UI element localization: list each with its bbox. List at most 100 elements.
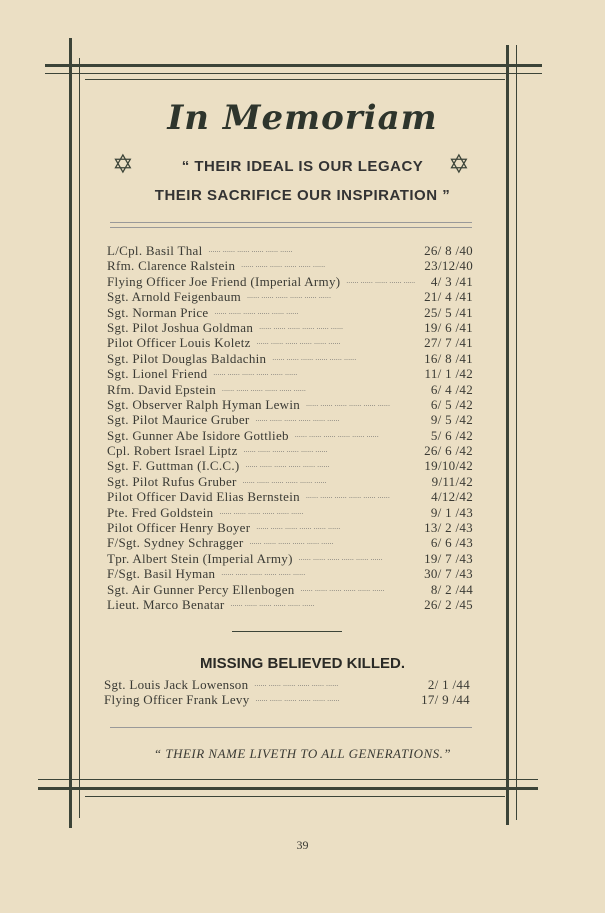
list-item: Sgt. Pilot Joshua Goldman ...... ...... .… [107,320,473,335]
frame-line [69,38,72,828]
motto-line-2: THEIR SACRIFICE OUR INSPIRATION ” [154,187,451,204]
casualty-name: Lieut. Marco Benatar [107,596,225,612]
casualty-date: 19/ 6 /41 [424,319,473,335]
casualty-name: Sgt. F. Guttman (I.C.C.) [107,458,240,474]
casualty-date: 8/ 2 /44 [430,581,473,597]
frame-line [45,64,542,67]
casualty-date: 27/ 7 /41 [424,335,473,351]
motto-line-1: “ THEIR IDEAL IS OUR LEGACY [181,158,424,175]
casualty-date: 13/ 2 /43 [424,520,473,536]
casualty-date: 19/10/42 [424,458,473,474]
casualty-date: 11/ 1 /42 [424,366,473,382]
leader-dots: ...... ...... ...... ...... ...... .....… [300,584,385,593]
casualty-date: 16/ 8 /41 [424,350,473,366]
fallen-list: L/Cpl. Basil Thal ...... ...... ...... ..… [107,243,473,612]
casualty-date: 6/ 4 /42 [430,381,473,397]
leader-dots: ...... ...... ...... ...... ...... .....… [298,553,383,562]
frame-line [506,45,509,825]
casualty-name: Sgt. Pilot Rufus Gruber [107,473,237,489]
casualty-name: F/Sgt. Basil Hyman [107,566,216,582]
casualty-date: 6/ 5 /42 [430,396,473,412]
list-item: Flying Officer Joe Friend (Imperial Army… [107,274,473,289]
casualty-date: 23/12/40 [424,258,473,274]
casualty-date: 26/ 8 /40 [424,243,473,258]
divider [110,727,472,728]
list-item: Pte. Fred Goldstein ...... ...... ...... … [107,505,473,520]
casualty-name: Sgt. Pilot Joshua Goldman [107,319,254,335]
list-item: Sgt. Gunner Abe Isidore Gottlieb ...... .… [107,428,473,443]
frame-line [516,45,517,820]
leader-dots: ...... ...... ...... ...... ...... .....… [249,538,334,547]
casualty-name: Sgt. Pilot Maurice Gruber [107,412,250,428]
divider [232,631,342,632]
frame-line [38,787,538,790]
list-item: Sgt. Pilot Maurice Gruber ...... ...... .… [107,412,473,427]
star-of-david-icon: ✡ [448,150,470,179]
leader-dots: ...... ...... ...... ...... ...... .....… [305,492,391,501]
casualty-name: Rfm. Clarence Ralstein [107,258,236,274]
list-item: Sgt. F. Guttman (I.C.C.) ...... ...... ..… [107,458,473,473]
leader-dots: ...... ...... ...... ...... ...... .....… [294,430,379,439]
leader-dots: ...... ...... ...... ...... ...... .....… [214,307,299,316]
casualty-name: Pilot Officer Henry Boyer [107,520,251,536]
casualty-date: 4/ 3 /41 [430,273,473,289]
list-item: Sgt. Observer Ralph Hyman Lewin ...... ..… [107,397,473,412]
leader-dots: ...... ...... ...... ...... ...... .....… [346,276,415,285]
casualty-name: Sgt. Observer Ralph Hyman Lewin [107,396,301,412]
casualty-name: Sgt. Arnold Feigenbaum [107,289,242,305]
casualty-name: L/Cpl. Basil Thal [107,243,203,258]
divider [110,222,472,223]
leader-dots: ...... ...... ...... ...... ...... .....… [219,507,304,516]
frame-line [79,58,80,818]
frame-line [85,79,505,80]
missing-list: Sgt. Louis Jack Lowenson ...... ...... ..… [104,677,470,708]
casualty-date: 30/ 7 /43 [424,566,473,582]
divider [110,227,472,228]
list-item: Sgt. Pilot Rufus Gruber ...... ...... ...… [107,474,473,489]
leader-dots: ...... ...... ...... ...... ...... .....… [230,599,315,608]
list-item: Pilot Officer Henry Boyer ...... ...... .… [107,520,473,535]
casualty-name: Sgt. Gunner Abe Isidore Gottlieb [107,427,289,443]
casualty-name: Pte. Fred Goldstein [107,504,214,520]
page-title: In Memoriam [167,98,438,138]
list-item: L/Cpl. Basil Thal ...... ...... ...... ..… [107,243,473,258]
casualty-name: Sgt. Norman Price [107,304,209,320]
list-item: Rfm. David Epstein ...... ...... ...... .… [107,382,473,397]
list-item: Lieut. Marco Benatar ...... ...... ......… [107,597,473,612]
leader-dots: ...... ...... ...... ...... ...... .....… [255,695,340,704]
leader-dots: ...... ...... ...... ...... ...... .....… [221,569,306,578]
leader-dots: ...... ...... ...... ...... ...... .....… [256,523,341,532]
star-of-david-icon: ✡ [112,150,134,179]
casualty-name: Pilot Officer Louis Koletz [107,335,251,351]
list-item: F/Sgt. Basil Hyman ...... ...... ...... .… [107,566,473,581]
casualty-name: Pilot Officer David Elias Bernstein [107,489,300,505]
list-item: Sgt. Lionel Friend ...... ...... ...... .… [107,366,473,381]
casualty-name: Cpl. Robert Israel Liptz [107,443,238,459]
leader-dots: ...... ...... ...... ...... ...... .....… [245,461,330,470]
list-item: Sgt. Norman Price ...... ...... ...... ..… [107,305,473,320]
list-item: Sgt. Louis Jack Lowenson ...... ...... ..… [104,677,470,692]
casualty-date: 17/ 9 /44 [421,692,470,708]
casualty-name: Flying Officer Frank Levy [104,692,250,708]
list-item: Sgt. Arnold Feigenbaum ...... ...... ....… [107,289,473,304]
casualty-date: 4/12/42 [431,489,473,505]
list-item: Sgt. Air Gunner Percy Ellenbogen ...... .… [107,582,473,597]
list-item: Pilot Officer David Elias Bernstein.....… [107,489,473,504]
casualty-date: 2/ 1 /44 [427,677,470,692]
list-item: Sgt. Pilot Douglas Baldachin ...... .....… [107,351,473,366]
casualty-date: 21/ 4 /41 [424,289,473,305]
casualty-name: Sgt. Louis Jack Lowenson [104,677,249,692]
leader-dots: ...... ...... ...... ...... ...... .....… [222,384,307,393]
leader-dots: ...... ...... ...... ...... ...... .....… [213,369,298,378]
casualty-date: 5/ 6 /42 [430,427,473,443]
casualty-name: Tpr. Albert Stein (Imperial Army) [107,550,293,566]
frame-line [38,779,538,780]
list-item: Flying Officer Frank Levy ...... ...... .… [104,692,470,707]
leader-dots: ...... ...... ...... ...... ...... .....… [272,353,357,362]
list-item: Cpl. Robert Israel Liptz ...... ...... ..… [107,443,473,458]
leader-dots: ...... ...... ...... ...... ...... .....… [255,415,340,424]
casualty-name: Sgt. Lionel Friend [107,366,208,382]
leader-dots: ...... ...... ...... ...... ...... .....… [306,399,391,408]
casualty-date: 26/ 6 /42 [424,443,473,459]
casualty-name: F/Sgt. Sydney Schragger [107,535,244,551]
